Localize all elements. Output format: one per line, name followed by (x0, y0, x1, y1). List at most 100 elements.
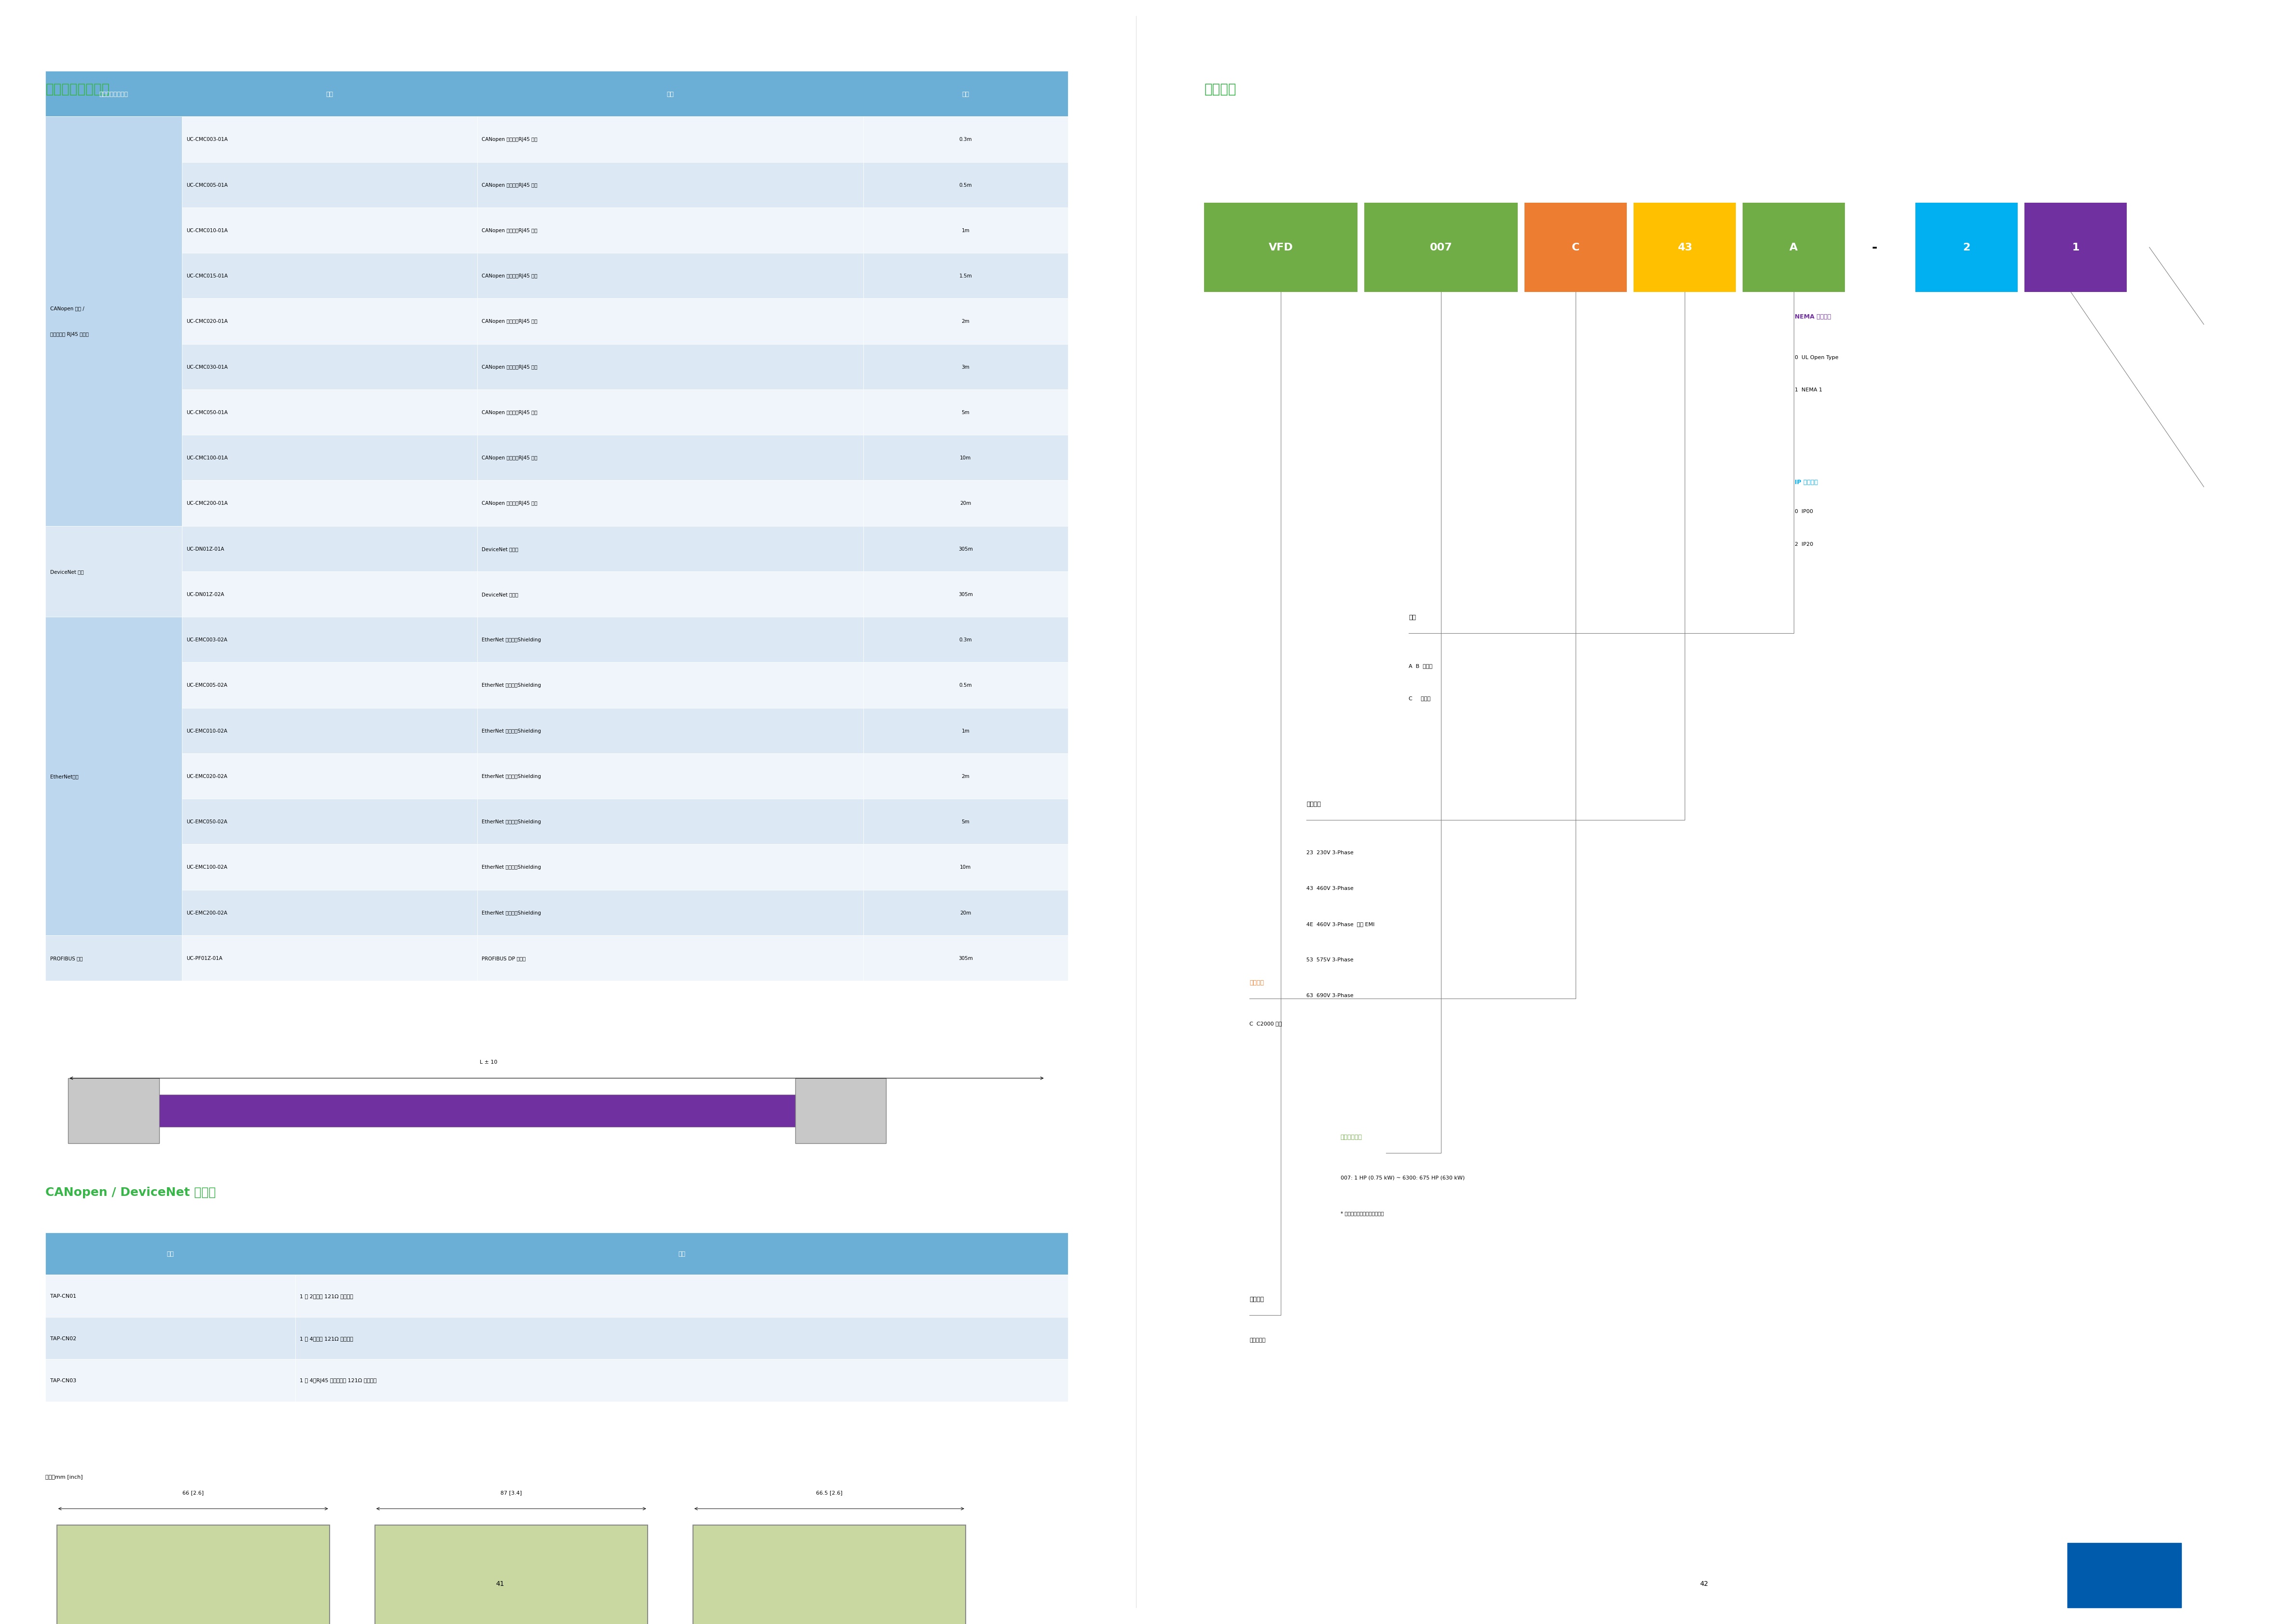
Text: 53  575V 3-Phase: 53 575V 3-Phase (1306, 958, 1354, 961)
Bar (182, 299, 477, 344)
Text: 产品名称: 产品名称 (1250, 1296, 1263, 1302)
Bar (477, 481, 863, 526)
Text: 20m: 20m (961, 911, 970, 914)
Text: 台达总线标准线材: 台达总线标准线材 (45, 83, 109, 96)
Text: 描述: 描述 (677, 1250, 686, 1257)
Bar (182, 208, 477, 253)
Text: C: C (1572, 244, 1579, 252)
Bar (45, 617, 182, 935)
Text: 23  230V 3-Phase: 23 230V 3-Phase (1306, 851, 1354, 854)
Text: 2: 2 (1963, 244, 1970, 252)
Bar (477, 935, 863, 981)
Text: UC-EMC050-02A: UC-EMC050-02A (186, 820, 227, 823)
Text: UC-CMC200-01A: UC-CMC200-01A (186, 502, 227, 505)
Bar (45, 117, 182, 526)
Text: L ± 10: L ± 10 (479, 1060, 498, 1064)
Bar (182, 617, 477, 663)
Bar (182, 572, 477, 617)
Bar (375, 1525, 648, 1624)
Bar (45, 1275, 295, 1317)
Text: 最大适用电机: 最大适用电机 (1340, 1134, 1363, 1140)
Bar (1743, 203, 1845, 292)
Text: EtherNet 通讯线，Shielding: EtherNet 通讯线，Shielding (482, 638, 541, 641)
Text: CANopen 通讯线，RJ45 接头: CANopen 通讯线，RJ45 接头 (482, 320, 538, 323)
Text: 5m: 5m (961, 411, 970, 414)
Bar (863, 572, 1068, 617)
Bar (863, 617, 1068, 663)
Text: 305m: 305m (959, 593, 972, 596)
Bar (295, 1317, 1068, 1359)
Text: UC-CMC050-01A: UC-CMC050-01A (186, 411, 227, 414)
Bar (182, 663, 477, 708)
Bar (477, 526, 863, 572)
Text: EtherNet 通讯线，Shielding: EtherNet 通讯线，Shielding (482, 775, 541, 778)
Text: UC-CMC015-01A: UC-CMC015-01A (186, 274, 227, 278)
Text: 2m: 2m (961, 775, 970, 778)
Bar (863, 663, 1068, 708)
Bar (182, 390, 477, 435)
Text: EtherNet 通讯线，Shielding: EtherNet 通讯线，Shielding (482, 729, 541, 732)
Bar (45, 1233, 1068, 1275)
Text: PROFIBUS DP 通讯线: PROFIBUS DP 通讯线 (482, 957, 525, 960)
Text: 42: 42 (1699, 1580, 1709, 1587)
Bar (477, 708, 863, 754)
Text: 0.3m: 0.3m (959, 638, 972, 641)
Bar (57, 1525, 329, 1624)
Bar (182, 253, 477, 299)
Text: C  C2000 系列: C C2000 系列 (1250, 1021, 1281, 1025)
Text: 5m: 5m (961, 820, 970, 823)
Text: UC-DN01Z-02A: UC-DN01Z-02A (186, 593, 225, 596)
Bar (477, 117, 863, 162)
Text: CANopen 通讯线，RJ45 接头: CANopen 通讯线，RJ45 接头 (482, 365, 538, 369)
Bar (477, 435, 863, 481)
Text: 3m: 3m (961, 365, 970, 369)
Text: 305m: 305m (959, 547, 972, 551)
Bar (182, 435, 477, 481)
Text: A  B  螺挂型: A B 螺挂型 (1409, 664, 1431, 667)
Text: IP 防护等级: IP 防护等级 (1795, 479, 1818, 486)
Text: 0.3m: 0.3m (959, 138, 972, 141)
Text: 007: 1 HP (0.75 kW) ~ 6300: 675 HP (630 kW): 007: 1 HP (0.75 kW) ~ 6300: 675 HP (630 … (1340, 1176, 1465, 1179)
Bar (477, 799, 863, 844)
Bar (863, 481, 1068, 526)
Bar (477, 162, 863, 208)
Bar (477, 299, 863, 344)
Bar (182, 799, 477, 844)
Bar (2068, 1543, 2181, 1608)
Text: 2m: 2m (961, 320, 970, 323)
Text: CANopen 通讯线，RJ45 接头: CANopen 通讯线，RJ45 接头 (482, 411, 538, 414)
Text: UC-EMC020-02A: UC-EMC020-02A (186, 775, 227, 778)
Text: UC-CMC100-01A: UC-CMC100-01A (186, 456, 227, 460)
Bar (45, 71, 1068, 117)
Bar (45, 935, 182, 981)
Text: DeviceNet 通讯线: DeviceNet 通讯线 (482, 547, 518, 551)
Text: 43  460V 3-Phase: 43 460V 3-Phase (1306, 887, 1354, 890)
Bar (1525, 203, 1627, 292)
Text: UC-EMC200-02A: UC-EMC200-02A (186, 911, 227, 914)
Bar (477, 572, 863, 617)
Bar (477, 890, 863, 935)
Text: CANopen 通讯线，RJ45 接头: CANopen 通讯线，RJ45 接头 (482, 274, 538, 278)
Text: A: A (1790, 244, 1797, 252)
Text: 1 分 2，内置 121Ω 终端电阻: 1 分 2，内置 121Ω 终端电阻 (300, 1294, 354, 1298)
Bar (295, 1359, 1068, 1402)
Text: 0  IP00: 0 IP00 (1795, 510, 1813, 513)
Text: 63  690V 3-Phase: 63 690V 3-Phase (1306, 994, 1354, 997)
Text: CANopen 通讯线，RJ45 接头: CANopen 通讯线，RJ45 接头 (482, 229, 538, 232)
Bar (863, 708, 1068, 754)
Bar (863, 526, 1068, 572)
Text: 305m: 305m (959, 957, 972, 960)
Text: △ DELTA: △ DELTA (2113, 1574, 2136, 1577)
Text: EtherNet 通讯线，Shielding: EtherNet 通讯线，Shielding (482, 866, 541, 869)
Bar (1915, 203, 2018, 292)
Bar (795, 1078, 886, 1143)
Bar (159, 1095, 795, 1127)
Text: 单位：mm [inch]: 单位：mm [inch] (45, 1475, 82, 1478)
Text: 输入电压: 输入电压 (1306, 801, 1320, 807)
Text: TAP-CN01: TAP-CN01 (50, 1294, 75, 1298)
Bar (45, 1359, 295, 1402)
Bar (182, 844, 477, 890)
Text: 0.5m: 0.5m (959, 184, 972, 187)
Text: 007: 007 (1429, 244, 1452, 252)
Text: 版本: 版本 (1409, 614, 1415, 620)
